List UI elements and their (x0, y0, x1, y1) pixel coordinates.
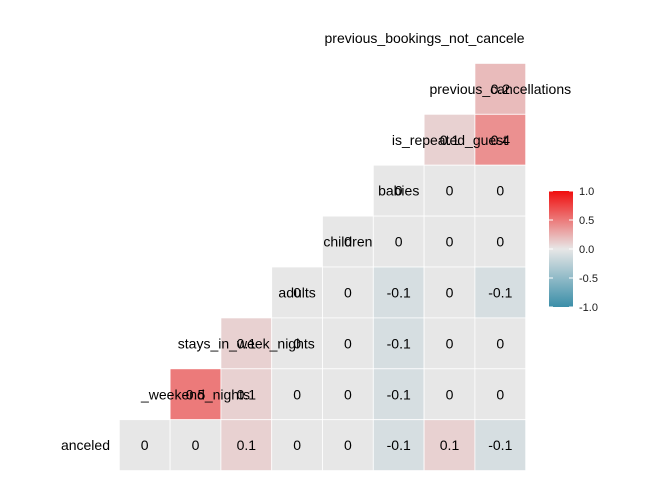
heatmap-cell (474, 266, 527, 319)
cell-value-label: 0.5 (186, 386, 206, 402)
cell-value-label: 0.4 (491, 132, 511, 148)
cell-value-label: 0.1 (440, 132, 460, 148)
legend-tick-label: 1.0 (579, 186, 594, 198)
heatmap-cell (271, 266, 323, 319)
row-label: anceled (61, 437, 110, 453)
heatmap-cell (474, 113, 527, 166)
cell-value-label: 0 (496, 183, 504, 199)
heatmap-cell (423, 368, 476, 421)
heatmap-cell (423, 419, 476, 472)
cell-value-label: 0 (141, 437, 149, 453)
heatmap-cell (423, 266, 476, 319)
heatmap-cell (322, 317, 374, 370)
cell-value-label: 0.1 (237, 437, 257, 453)
cell-value-label: -0.1 (387, 335, 411, 351)
heatmap-cell (372, 164, 425, 217)
cell-value-label: 0 (293, 335, 301, 351)
cell-value-label: 0.1 (440, 437, 460, 453)
cell-value-label: 0 (446, 183, 454, 199)
heatmap-cell (220, 368, 273, 421)
cell-value-label: 0 (395, 234, 403, 250)
heatmap-cell (474, 419, 527, 472)
heatmap-row-labels: previous_bookings_not_cancele previous_ca… (61, 30, 571, 453)
cell-value-label: 0 (446, 335, 454, 351)
cell-value-label: 0 (293, 437, 301, 453)
heatmap-cell (220, 419, 273, 472)
row-label: is_repeated_guest (392, 132, 507, 148)
row-label: children (323, 234, 372, 250)
legend-tick-label: -0.5 (579, 273, 598, 285)
row-label: stays_in_week_nights (178, 335, 315, 351)
cell-value-label: 0 (293, 386, 301, 402)
cell-value-label: 0 (496, 386, 504, 402)
row-label: adults (278, 284, 315, 300)
legend-tick-label: 0.0 (579, 244, 594, 256)
cell-value-label: 0.1 (237, 335, 257, 351)
cell-value-label: 0 (446, 284, 454, 300)
cell-value-label: -0.1 (387, 284, 411, 300)
heatmap-cell (474, 317, 527, 370)
color-legend: 1.0 0.5 0.0 -0.5 -1.0 (549, 186, 598, 314)
heatmap-cell (372, 266, 425, 319)
cell-value-label: -0.1 (488, 437, 512, 453)
cell-value-label: 0 (344, 335, 352, 351)
heatmap-cell (423, 317, 476, 370)
heatmap-cell (372, 317, 425, 370)
heatmap-cell (118, 419, 171, 472)
cell-value-label: 0 (344, 234, 352, 250)
cell-value-label: 0 (496, 234, 504, 250)
row-label: _weekend_nights (140, 386, 250, 402)
heatmap-cell (474, 164, 527, 217)
cell-value-label: 0 (446, 234, 454, 250)
heatmap-cell (423, 164, 476, 217)
heatmap-cell (322, 266, 374, 319)
cell-value-label: 0 (446, 386, 454, 402)
cell-value-label: 0 (344, 284, 352, 300)
heatmap-cell (474, 215, 527, 268)
cell-value-label: 0.1 (237, 386, 257, 402)
row-label: previous_bookings_not_cancele (325, 30, 525, 46)
heatmap-cell (372, 419, 425, 472)
cell-value-label: 0 (293, 284, 301, 300)
heatmap-cell (271, 419, 323, 472)
heatmap-cell (372, 215, 425, 268)
cell-value-label: 0 (344, 386, 352, 402)
row-label: babies (378, 183, 419, 199)
heatmap-cell (474, 63, 527, 115)
heatmap-cell (322, 419, 374, 472)
cell-value-label: 0.2 (491, 81, 511, 97)
cell-value-label: 0 (344, 437, 352, 453)
heatmap-cell (423, 215, 476, 268)
cell-value-label: -0.1 (488, 284, 512, 300)
legend-tick-label: -1.0 (579, 302, 598, 314)
legend-ticks: 1.0 0.5 0.0 -0.5 -1.0 (549, 186, 598, 314)
heatmap-cell (271, 317, 323, 370)
cell-value-label: -0.1 (387, 437, 411, 453)
legend-tick-label: 0.5 (579, 215, 594, 227)
cell-value-label: -0.1 (387, 386, 411, 402)
cell-value-label: 0 (192, 437, 200, 453)
heatmap-cells: 0.2 0.1 0.4 0 0 0 0 0 0 0 0 0 -0.1 0 -0.1 0.1 0 0 -0.1 0 0 0.… (118, 63, 527, 472)
cell-value-label: 0 (496, 335, 504, 351)
row-label: previous_cancellations (429, 81, 571, 97)
cell-value-label: 0 (395, 183, 403, 199)
